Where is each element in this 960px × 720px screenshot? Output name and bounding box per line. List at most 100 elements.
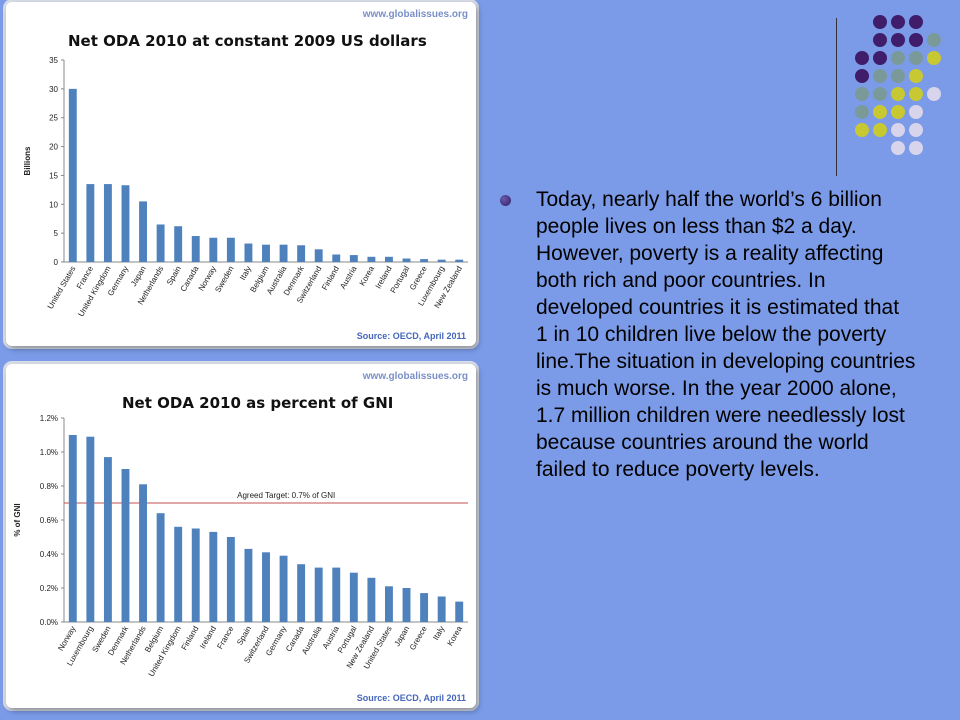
decor-dot xyxy=(855,87,869,101)
bar xyxy=(121,469,130,622)
bar xyxy=(455,601,464,622)
bar xyxy=(314,567,323,622)
decor-dot xyxy=(927,33,941,47)
decor-dot xyxy=(909,87,923,101)
x-tick-label: Spain xyxy=(165,265,183,287)
bar xyxy=(420,259,429,262)
decor-dot-grid xyxy=(855,15,941,155)
bar xyxy=(437,596,446,622)
bar xyxy=(349,255,358,262)
bar xyxy=(139,201,147,262)
bar xyxy=(385,586,393,622)
y-tick-label: 30 xyxy=(49,85,58,94)
bar xyxy=(103,457,112,622)
bar xyxy=(367,256,376,262)
x-tick-label: Korea xyxy=(445,624,464,647)
bar xyxy=(68,435,77,622)
bar xyxy=(103,184,112,262)
y-tick-label: 0.6% xyxy=(40,516,58,525)
bar xyxy=(420,593,429,622)
bullet-icon xyxy=(500,195,511,206)
bar xyxy=(332,567,341,622)
bar xyxy=(226,237,235,262)
decor-dot xyxy=(891,15,905,29)
decor-dot xyxy=(909,15,923,29)
bar xyxy=(174,226,183,262)
decor-dot xyxy=(891,87,905,101)
x-tick-label: Italy xyxy=(238,265,253,282)
bullet-text: Today, nearly half the world’s 6 billion… xyxy=(536,188,916,481)
bar xyxy=(139,484,147,622)
y-tick-label: 5 xyxy=(54,229,59,238)
y-tick-label: 0.2% xyxy=(40,584,58,593)
x-tick-label: Spain xyxy=(235,625,253,647)
x-tick-label: Finland xyxy=(320,265,341,292)
y-tick-label: 0.8% xyxy=(40,482,58,491)
oda-gni-chart: www.globalissues.org Net ODA 2010 as per… xyxy=(6,364,476,708)
bar xyxy=(314,249,323,262)
bar xyxy=(156,224,165,262)
decor-dot xyxy=(909,141,923,155)
bar xyxy=(156,513,165,622)
decor-divider xyxy=(836,18,837,176)
decor-dot xyxy=(909,69,923,83)
bar xyxy=(402,258,411,262)
decor-dot xyxy=(855,69,869,83)
y-axis-title: Billions xyxy=(23,146,32,175)
decor-dot xyxy=(873,51,887,65)
decor-dot xyxy=(873,69,887,83)
y-tick-label: 25 xyxy=(49,114,58,123)
decor-dot xyxy=(873,87,887,101)
y-tick-label: 1.2% xyxy=(40,414,58,423)
bar xyxy=(367,577,376,622)
bar xyxy=(209,531,218,622)
x-tick-label: Austria xyxy=(338,264,359,291)
y-tick-label: 0 xyxy=(54,258,59,267)
chart-source-label: Source: OECD, April 2011 xyxy=(356,693,466,703)
decor-dot xyxy=(909,33,923,47)
decor-dot xyxy=(891,69,905,83)
bar xyxy=(244,243,253,262)
chart-svg: 0.0% 0.2% 0.4% 0.6% 0.8% 1.0% 1.2% % of GNI Agre… xyxy=(13,414,468,678)
y-tick-label: 10 xyxy=(49,200,58,209)
decor-dot xyxy=(891,51,905,65)
decor-dot xyxy=(891,105,905,119)
y-tick-label: 20 xyxy=(49,143,58,152)
bar xyxy=(86,184,95,262)
bar xyxy=(349,572,358,622)
bar xyxy=(437,259,446,262)
bar xyxy=(262,552,270,622)
decor-dot xyxy=(891,123,905,137)
decor-dot xyxy=(909,51,923,65)
decor-dot xyxy=(873,123,887,137)
bar xyxy=(332,254,341,262)
chart-site-label: www.globalissues.org xyxy=(362,9,468,20)
oda-dollars-chart: www.globalissues.org Net ODA 2010 at con… xyxy=(6,2,476,346)
x-tick-label: Finland xyxy=(180,625,201,652)
bar xyxy=(191,236,200,262)
x-tick-label: France xyxy=(215,624,236,651)
chart-site-label: www.globalissues.org xyxy=(362,371,468,382)
bar xyxy=(402,588,411,622)
bar xyxy=(279,244,288,262)
x-tick-label: Greece xyxy=(408,624,429,652)
bullet-item: Today, nearly half the world’s 6 billion… xyxy=(496,186,916,483)
bar xyxy=(455,259,464,262)
bar xyxy=(68,88,77,262)
y-tick-label: 0.0% xyxy=(40,618,58,627)
decor-dot xyxy=(909,105,923,119)
chart-title: Net ODA 2010 as percent of GNI xyxy=(122,394,394,412)
x-tick-label: United States xyxy=(46,265,78,311)
decor-dot xyxy=(891,141,905,155)
decor-dot xyxy=(927,51,941,65)
bar xyxy=(174,526,183,622)
bar xyxy=(191,528,200,622)
decor-dot xyxy=(855,51,869,65)
decor-dot xyxy=(891,33,905,47)
decor-dot xyxy=(855,123,869,137)
decor-dot xyxy=(927,87,941,101)
bar xyxy=(262,244,270,262)
y-axis-title: % of GNI xyxy=(13,503,22,536)
y-tick-label: 35 xyxy=(49,56,58,65)
